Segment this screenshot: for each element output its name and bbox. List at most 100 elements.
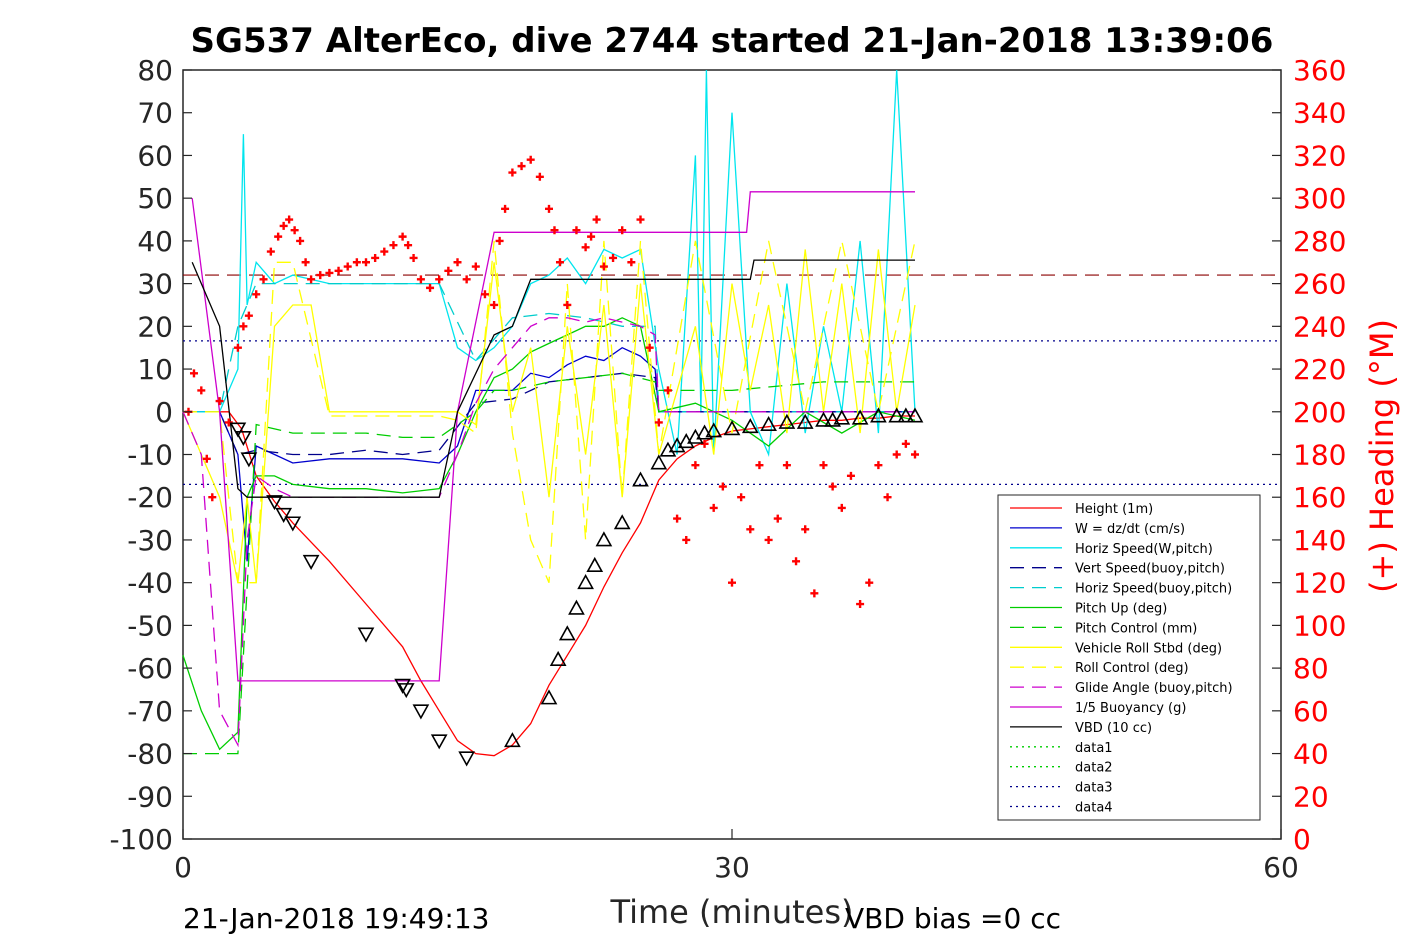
heading-marker [352, 258, 361, 267]
y-right-tick-label-4: 280 [1293, 225, 1346, 258]
heading-marker [517, 162, 526, 171]
heading-marker [673, 514, 682, 523]
y-tick-label-7: 10 [137, 353, 173, 386]
heading-marker [224, 418, 233, 427]
heading-marker [545, 204, 553, 213]
triangle-marker [266, 495, 283, 511]
legend-entry-14: data3 [1075, 781, 1113, 796]
heading-marker [285, 215, 294, 224]
heading-marker [599, 262, 608, 271]
triangle-marker [284, 516, 302, 532]
heading-marker [819, 461, 828, 470]
heading-marker [874, 461, 883, 470]
heading-marker [592, 215, 601, 224]
heading-marker [480, 290, 489, 299]
heading-marker [296, 236, 305, 245]
heading-marker [435, 275, 444, 284]
triangle-marker [613, 514, 631, 530]
heading-marker [462, 275, 471, 284]
y-right-tick-label-6: 240 [1293, 310, 1346, 343]
y-right-tick-label-9: 180 [1293, 439, 1346, 472]
heading-marker [737, 493, 746, 502]
heading-marker [404, 241, 413, 250]
heading-marker [636, 215, 645, 224]
heading-marker [587, 232, 596, 241]
heading-marker [274, 232, 283, 241]
triangle-marker [240, 452, 258, 468]
y-tick-label-10: -20 [127, 481, 173, 514]
triangle-marker [741, 418, 759, 434]
triangle-marker [851, 409, 869, 425]
y-tick-label-16: -80 [127, 738, 173, 771]
heading-marker [252, 290, 261, 299]
heading-marker [453, 258, 462, 267]
heading-marker [810, 589, 819, 598]
triangle-marker [302, 554, 320, 570]
heading-marker [471, 262, 480, 271]
heading-marker [495, 236, 504, 245]
heading-marker [856, 600, 865, 609]
y-right-tick-label-18: 0 [1293, 823, 1311, 856]
heading-marker [426, 283, 435, 292]
y-tick-label-12: -40 [127, 567, 173, 600]
x-axis-label: Time (minutes) [610, 893, 854, 931]
y-tick-label-9: -10 [127, 439, 173, 472]
footer-timestamp: 21-Jan-2018 19:49:13 [183, 902, 489, 935]
triangle-marker [397, 683, 415, 699]
legend-entry-3: Vert Speed(buoy,pitch) [1075, 562, 1225, 577]
series-line-10 [191, 191, 915, 682]
y-right-tick-label-5: 260 [1293, 268, 1346, 301]
y-right-tick-label-7: 220 [1293, 353, 1346, 386]
y-right-tick-label-11: 140 [1293, 524, 1346, 557]
heading-markers [184, 155, 919, 609]
heading-marker [490, 300, 499, 309]
heading-marker [581, 243, 590, 252]
legend-box [997, 494, 1261, 821]
triangle-marker [235, 431, 252, 447]
heading-marker [773, 514, 782, 523]
heading-marker [550, 226, 559, 235]
heading-marker [526, 155, 535, 164]
triangle-marker [632, 471, 649, 487]
heading-marker [709, 503, 718, 512]
heading-marker [728, 578, 736, 587]
y-tick-label-2: 60 [137, 139, 173, 172]
triangle-marker [705, 422, 723, 438]
heading-marker [362, 258, 370, 267]
heading-marker [691, 461, 700, 470]
heading-marker [801, 525, 810, 534]
triangle-marker [357, 627, 375, 643]
series-line-7 [182, 249, 916, 583]
heading-marker [334, 266, 343, 275]
heading-marker [259, 275, 268, 284]
heading-marker [244, 311, 253, 320]
heading-marker [700, 439, 709, 448]
heading-marker [307, 275, 316, 284]
triangle-marker [412, 704, 430, 720]
heading-marker [645, 343, 654, 352]
heading-marker [682, 535, 691, 544]
y-right-tick-label-3: 300 [1293, 182, 1346, 215]
y-right-tick-label-15: 60 [1293, 695, 1329, 728]
legend-entry-5: Pitch Up (deg) [1075, 602, 1167, 617]
heading-marker [215, 397, 224, 406]
series-line-0 [192, 411, 915, 757]
heading-marker [837, 503, 846, 512]
heading-marker [501, 204, 510, 213]
y-right-tick-label-1: 340 [1293, 97, 1346, 130]
legend-entry-0: Height (1m) [1075, 502, 1153, 517]
heading-marker [444, 266, 453, 275]
series-line-6 [183, 372, 915, 755]
y-right-tick-label-16: 40 [1293, 738, 1329, 771]
heading-marker [398, 232, 407, 241]
heading-marker [301, 258, 310, 267]
heading-marker [208, 493, 217, 502]
triangle-marker [888, 407, 906, 423]
triangle-marker [586, 556, 604, 572]
triangle-marker [458, 751, 476, 767]
y-tick-label-17: -90 [127, 780, 173, 813]
heading-marker [627, 258, 636, 267]
heading-marker [618, 226, 627, 235]
y-tick-label-0: 80 [137, 54, 173, 87]
triangle-markers [229, 407, 924, 767]
